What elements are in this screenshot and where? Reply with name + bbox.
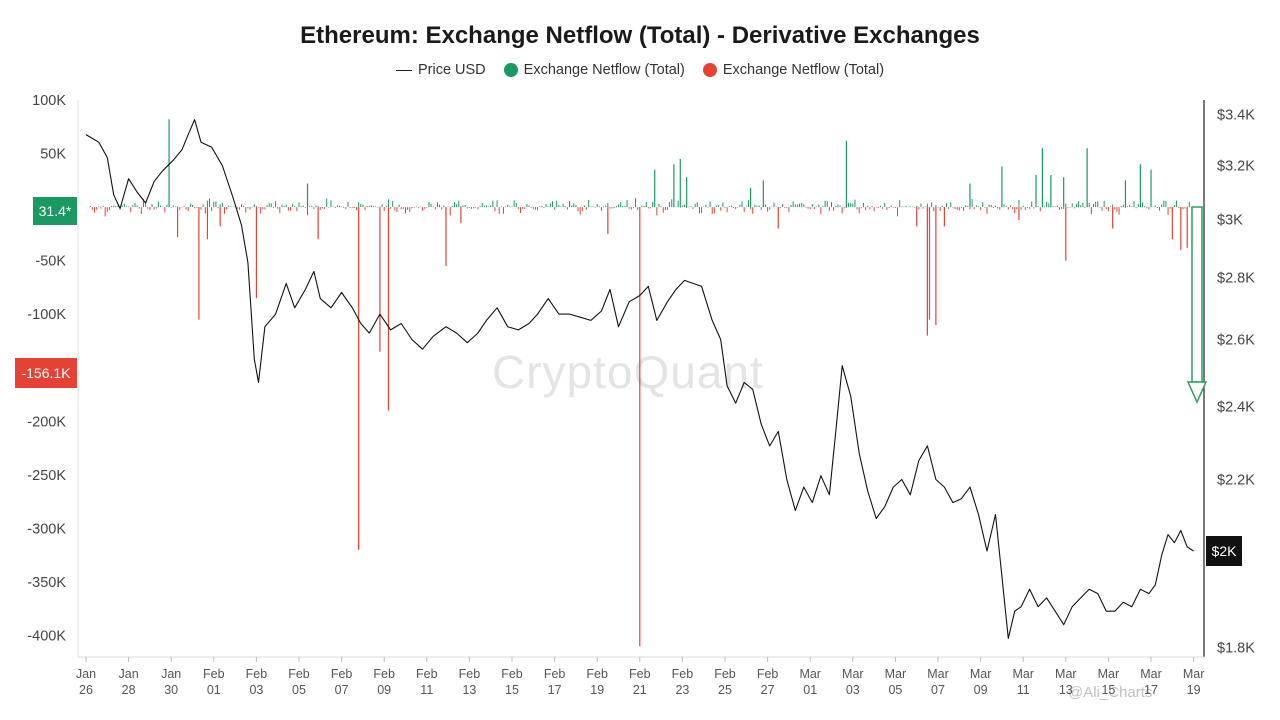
x-tick-label-day: 01 xyxy=(803,683,817,697)
x-tick-label-month: Mar xyxy=(842,667,864,681)
left-tick-label: -50K xyxy=(35,254,66,270)
x-tick-label-month: Mar xyxy=(1140,667,1162,681)
legend-item-inflow[interactable]: Exchange Netflow (Total) xyxy=(503,62,685,78)
price-badge-text: $2K xyxy=(1212,543,1238,559)
x-tick-label-day: 07 xyxy=(335,683,349,697)
legend-line-icon xyxy=(395,69,412,71)
x-tick-label-day: 21 xyxy=(633,683,647,697)
left-tick-label: -250K xyxy=(27,468,66,484)
x-tick-label-day: 26 xyxy=(79,683,93,697)
netflow-positive-badge-text: 31.4* xyxy=(39,203,72,219)
left-tick-label: 50K xyxy=(40,147,66,163)
x-tick-label-day: 09 xyxy=(377,683,391,697)
legend-item-outflow[interactable]: Exchange Netflow (Total) xyxy=(702,62,885,78)
left-tick-label: 100K xyxy=(32,93,66,109)
x-tick-label-day: 09 xyxy=(974,683,988,697)
x-tick-label-month: Mar xyxy=(1183,667,1205,681)
netflow-arrow-head xyxy=(1186,381,1208,404)
credit-text: @Ali_Charts xyxy=(1068,684,1153,701)
left-tick-label: -200K xyxy=(27,414,66,430)
x-tick-label-month: Feb xyxy=(203,667,225,681)
x-tick-label-month: Feb xyxy=(586,667,608,681)
x-tick-label-month: Jan xyxy=(76,667,96,681)
x-tick-label-month: Feb xyxy=(416,667,438,681)
x-tick-label-month: Feb xyxy=(459,667,481,681)
right-tick-label: $2.4K xyxy=(1217,400,1255,416)
x-tick-label-day: 05 xyxy=(292,683,306,697)
x-tick-label-day: 23 xyxy=(675,683,689,697)
x-tick-label-month: Feb xyxy=(544,667,566,681)
price-badge xyxy=(1206,536,1242,567)
legend-item-price[interactable]: Price USD xyxy=(395,62,486,78)
x-tick-label-day: 15 xyxy=(1101,683,1115,697)
left-tick-label: -400K xyxy=(27,629,66,645)
chart-legend: Price USD Exchange Netflow (Total) Excha… xyxy=(0,62,1280,78)
x-tick-label-day: 13 xyxy=(462,683,476,697)
left-tick-label: -100K xyxy=(27,307,66,323)
right-tick-label: $1.8K xyxy=(1217,641,1255,657)
x-tick-label-month: Feb xyxy=(672,667,694,681)
left-tick-label: -300K xyxy=(27,521,66,537)
x-tick-label-month: Feb xyxy=(501,667,523,681)
x-tick-label-month: Feb xyxy=(714,667,736,681)
legend-label-outflow: Exchange Netflow (Total) xyxy=(722,62,885,78)
price-line xyxy=(85,119,1194,639)
x-tick-label-month: Feb xyxy=(246,667,268,681)
x-tick-label-day: 19 xyxy=(590,683,604,697)
x-tick-label-day: 30 xyxy=(164,683,178,697)
x-tick-label-day: 19 xyxy=(1187,683,1201,697)
legend-green-dot-icon xyxy=(503,63,518,77)
legend-label-inflow: Exchange Netflow (Total) xyxy=(523,62,685,78)
x-tick-label-day: 01 xyxy=(207,683,221,697)
netflow-positive-badge xyxy=(33,197,77,225)
right-tick-label: $2.6K xyxy=(1217,332,1255,348)
x-tick-label-day: 13 xyxy=(1059,683,1073,697)
x-tick-label-month: Mar xyxy=(1012,667,1034,681)
x-tick-label-day: 05 xyxy=(888,683,902,697)
x-tick-label-day: 27 xyxy=(761,683,775,697)
right-tick-label: $3K xyxy=(1217,213,1243,229)
x-tick-label-month: Jan xyxy=(119,667,139,681)
x-tick-label-day: 17 xyxy=(1144,683,1158,697)
watermark: CryptoQuant xyxy=(492,346,764,398)
netflow-negative-badge-text: -156.1K xyxy=(21,365,71,381)
x-tick-label-month: Feb xyxy=(331,667,353,681)
legend-red-dot-icon xyxy=(702,63,717,77)
x-tick-label-day: 11 xyxy=(420,683,433,697)
x-tick-label-month: Feb xyxy=(629,667,651,681)
x-tick-label-month: Mar xyxy=(799,667,821,681)
right-tick-label: $2.2K xyxy=(1217,472,1255,488)
x-tick-label-month: Mar xyxy=(970,667,992,681)
x-tick-label-day: 15 xyxy=(505,683,519,697)
x-tick-label-day: 07 xyxy=(931,683,945,697)
x-tick-label-day: 03 xyxy=(846,683,860,697)
x-tick-label-month: Feb xyxy=(757,667,779,681)
x-tick-label-day: 28 xyxy=(122,683,136,697)
x-tick-label-month: Jan xyxy=(161,667,181,681)
x-tick-label-day: 25 xyxy=(718,683,732,697)
x-tick-label-month: Mar xyxy=(1098,667,1120,681)
legend-label-price: Price USD xyxy=(417,62,486,78)
right-tick-label: $2.8K xyxy=(1217,270,1255,286)
chart-title: Ethereum: Exchange Netflow (Total) - Der… xyxy=(300,22,980,49)
x-tick-label-month: Feb xyxy=(288,667,310,681)
x-tick-label-month: Mar xyxy=(1055,667,1077,681)
left-tick-label: -350K xyxy=(27,575,66,591)
netflow-negative-badge xyxy=(15,358,77,388)
x-tick-label-day: 11 xyxy=(1017,683,1030,697)
x-tick-label-month: Mar xyxy=(927,667,949,681)
x-tick-label-month: Feb xyxy=(373,667,395,681)
right-tick-label: $3.4K xyxy=(1217,108,1255,124)
x-tick-label-day: 03 xyxy=(249,683,263,697)
x-tick-label-day: 17 xyxy=(548,683,562,697)
x-tick-label-month: Mar xyxy=(885,667,907,681)
right-tick-label: $3.2K xyxy=(1217,158,1255,174)
netflow-arrow-shaft xyxy=(1191,206,1203,383)
